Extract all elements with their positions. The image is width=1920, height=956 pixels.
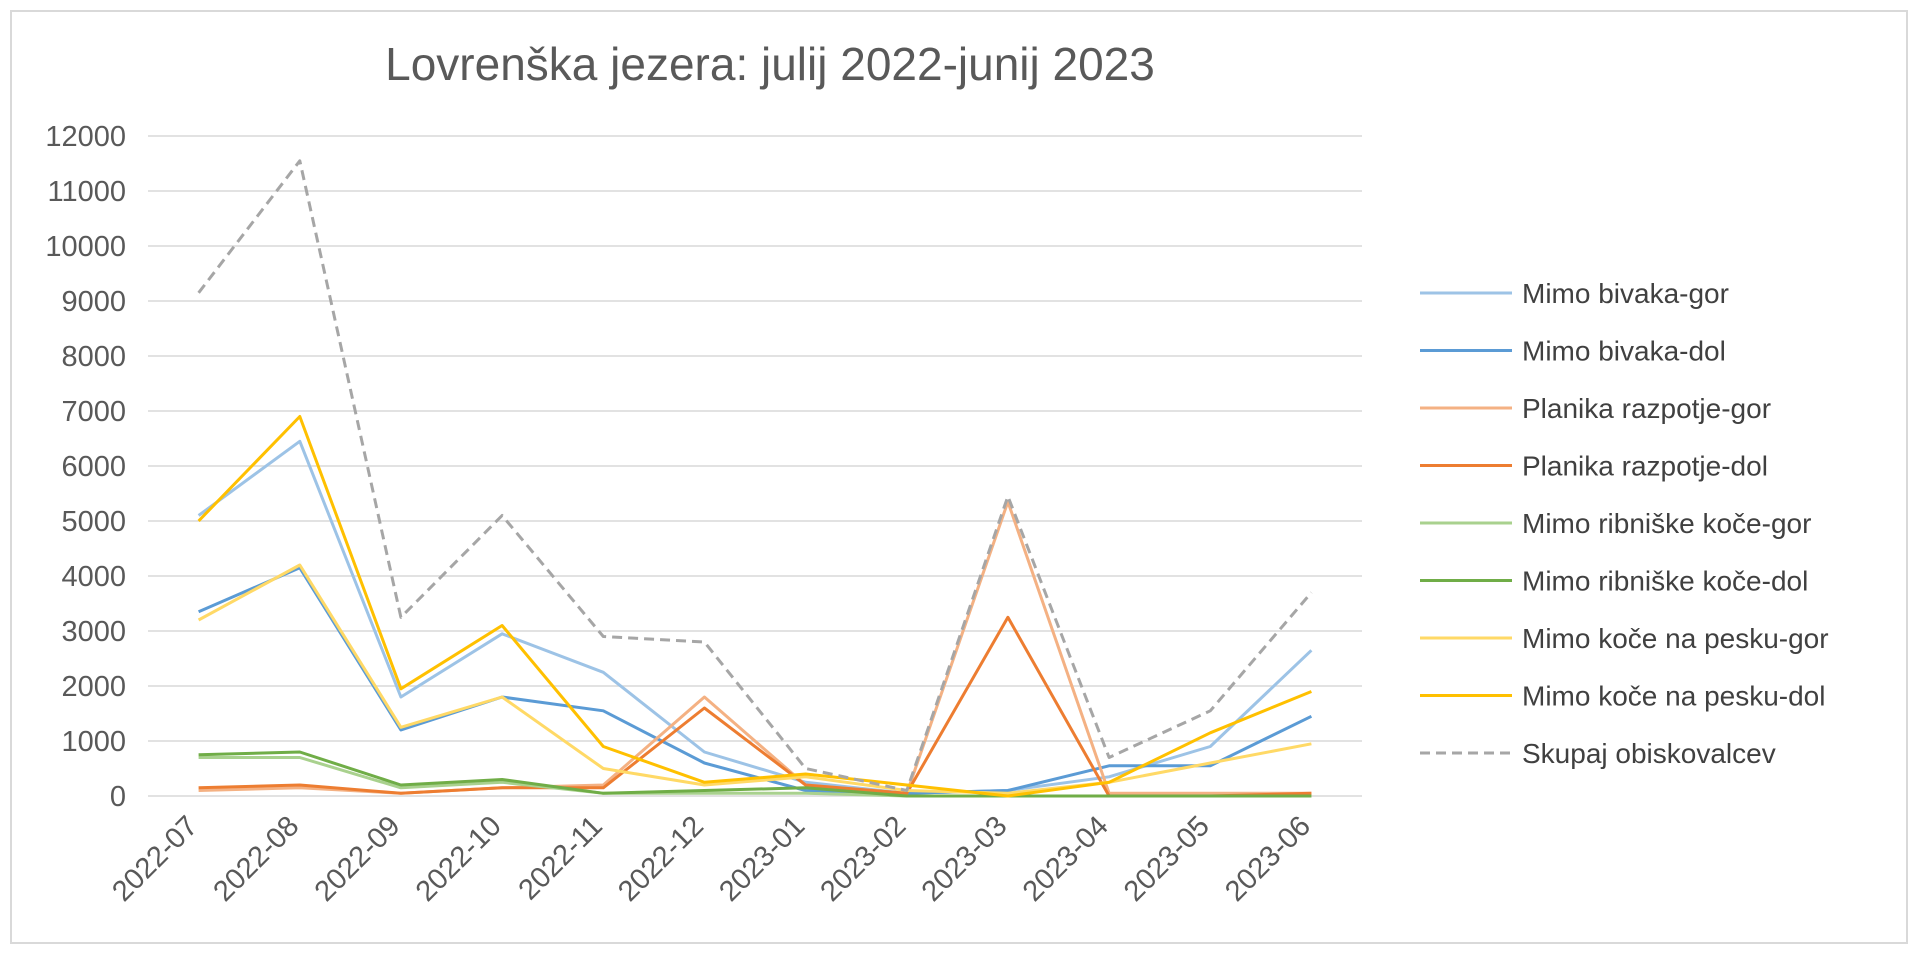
y-tick-label: 12000 [45, 121, 126, 153]
y-tick-label: 0 [110, 781, 126, 813]
y-tick-label: 4000 [61, 561, 126, 593]
legend-label: Planika razpotje-dol [1522, 451, 1768, 482]
y-tick-label: 1000 [61, 726, 126, 758]
legend-label: Mimo bivaka-gor [1522, 278, 1729, 309]
x-tick-label: 2023-06 [1219, 810, 1317, 908]
x-tick-label: 2022-09 [309, 810, 407, 908]
series-line-7 [197, 563, 1312, 795]
y-tick-label: 3000 [61, 616, 126, 648]
y-tick-label: 6000 [61, 451, 126, 483]
series-line-4 [198, 615, 1312, 798]
series-line-1 [197, 439, 1313, 795]
legend-label: Planika razpotje-gor [1522, 393, 1771, 424]
series-line-3 [198, 500, 1312, 795]
y-tick-label: 9000 [61, 286, 126, 318]
x-tick-label: 2023-02 [814, 810, 912, 908]
legend-label: Mimo ribniške koče-dol [1522, 566, 1808, 597]
y-tick-label: 10000 [45, 231, 126, 263]
legend-label: Mimo koče na pesku-gor [1522, 623, 1829, 654]
chart-title: Lovrenška jezera: julij 2022-junij 2023 [385, 38, 1155, 90]
series-line-2 [198, 566, 1313, 795]
y-tick-label: 7000 [61, 396, 126, 428]
x-tick-label: 2022-08 [207, 810, 305, 908]
x-tick-label: 2022-11 [513, 810, 609, 906]
legend-label: Skupaj obiskovalcev [1522, 738, 1776, 769]
x-tick-label: 2022-12 [612, 810, 710, 908]
x-tick-label: 2023-05 [1118, 810, 1216, 908]
legend-label: Mimo bivaka-dol [1522, 336, 1726, 367]
legend-label: Mimo ribniške koče-gor [1522, 508, 1811, 539]
y-tick-label: 11000 [48, 176, 127, 208]
x-axis-ticks: 2022-07 2022-08 2022-09 2022-10 2022-11 2022-… [106, 810, 1317, 908]
series-line-6 [198, 750, 1312, 798]
legend-label: Mimo koče na pesku-dol [1522, 681, 1825, 712]
x-tick-label: 2023-01 [713, 810, 811, 908]
series-line-9 [197, 159, 1313, 792]
x-tick-label: 2022-10 [410, 810, 508, 908]
gridlines [148, 135, 1362, 797]
y-tick-label: 5000 [61, 506, 126, 538]
x-tick-label: 2022-07 [106, 810, 204, 908]
x-tick-label: 2023-04 [1017, 810, 1115, 908]
x-tick-label: 2023-03 [916, 810, 1014, 908]
legend: Mimo bivaka-gor Mimo bivaka-dol Planika ra… [1420, 278, 1829, 769]
series-lines [197, 159, 1313, 798]
y-tick-label: 2000 [61, 671, 126, 703]
series-line-8 [197, 415, 1312, 798]
y-axis-ticks: 0 1000 2000 3000 4000 5000 6000 7000 8000 9000 100… [45, 121, 126, 813]
y-tick-label: 8000 [61, 341, 126, 373]
